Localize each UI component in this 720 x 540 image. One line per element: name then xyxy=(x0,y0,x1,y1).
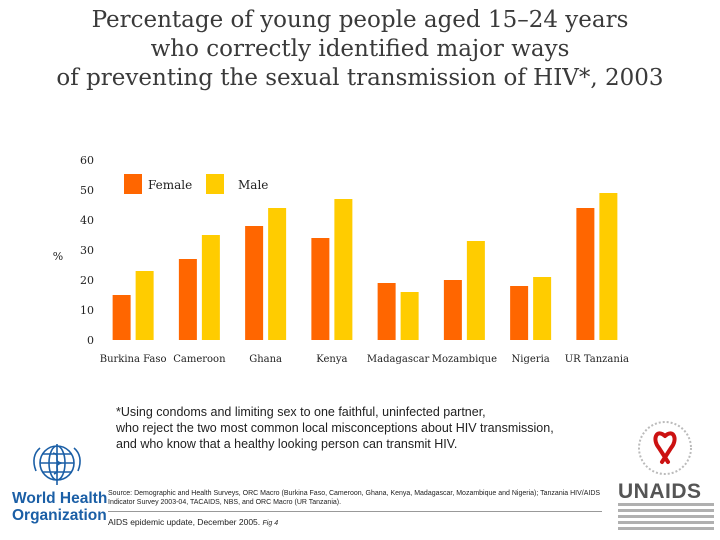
bar-male xyxy=(334,199,353,340)
y-axis-label: % xyxy=(53,250,63,263)
bar-female xyxy=(245,226,264,340)
bar-male xyxy=(268,208,287,340)
chart-title: Percentage of young people aged 15–24 ye… xyxy=(0,6,720,93)
bar-female xyxy=(510,286,529,340)
y-tick-label: 10 xyxy=(80,304,94,317)
bar-male xyxy=(599,193,618,340)
x-tick-label: Kenya xyxy=(316,354,347,365)
bar-male xyxy=(466,241,485,340)
who-line-2: Organization xyxy=(12,507,107,524)
source-note: Source: Demographic and Health Surveys, … xyxy=(108,490,601,506)
x-tick-label: Cameroon xyxy=(173,354,226,365)
title-line-2: who correctly identified major ways xyxy=(150,36,570,62)
y-tick-label: 60 xyxy=(80,154,94,167)
bar-male xyxy=(400,292,419,340)
legend-swatch-male xyxy=(206,174,224,194)
citation-text: AIDS epidemic update, December 2005. xyxy=(108,517,261,527)
bar-female xyxy=(576,208,595,340)
bar-female xyxy=(112,295,131,340)
legend-label-male: Male xyxy=(238,178,268,192)
bar-female xyxy=(311,238,330,340)
y-tick-label: 50 xyxy=(80,184,94,197)
y-tick-label: 30 xyxy=(80,244,94,257)
title-line-3: of preventing the sexual transmission of… xyxy=(56,65,664,91)
x-tick-label: Ghana xyxy=(249,354,282,365)
bar-female xyxy=(443,280,462,340)
y-tick-label: 0 xyxy=(87,334,94,347)
bar-male xyxy=(135,271,154,340)
bar-male xyxy=(533,277,552,340)
unaids-logo-text: UNAIDS xyxy=(618,480,702,503)
citation-figure: Fig 4 xyxy=(262,520,279,527)
bar-female xyxy=(178,259,197,340)
who-line-1: World Health xyxy=(12,490,108,507)
unaids-emblem-icon xyxy=(638,421,692,475)
unaids-cosponsor-list xyxy=(618,503,714,533)
who-logo-text: World Health Organization xyxy=(12,490,108,524)
x-tick-label: Nigeria xyxy=(512,354,550,365)
footnote-line-3: and who know that a healthy looking pers… xyxy=(116,437,458,451)
x-tick-label: Burkina Faso xyxy=(100,354,167,365)
x-tick-label: Mozambique xyxy=(432,354,497,365)
footnote-line-2: who reject the two most common local mis… xyxy=(116,421,554,435)
bar-chart: 0 10 20 30 40 50 60% Burkina Faso Cameroon Ghana K… xyxy=(53,154,629,365)
title-line-1: Percentage of young people aged 15–24 ye… xyxy=(91,7,629,33)
legend-label-female: Female xyxy=(148,178,192,192)
footnote-line-1: *Using condoms and limiting sex to one f… xyxy=(116,405,486,419)
divider xyxy=(108,511,602,512)
y-tick-label: 20 xyxy=(80,274,94,287)
x-tick-label: UR Tanzania xyxy=(565,354,629,365)
x-tick-label: Madagascar xyxy=(367,354,430,365)
footnote: *Using condoms and limiting sex to one f… xyxy=(116,404,606,452)
bar-female xyxy=(377,283,396,340)
bar-male xyxy=(201,235,220,340)
legend-swatch-female xyxy=(124,174,142,194)
y-tick-label: 40 xyxy=(80,214,94,227)
citation: AIDS epidemic update, December 2005. Fig… xyxy=(108,517,278,527)
who-emblem-icon xyxy=(33,444,81,485)
